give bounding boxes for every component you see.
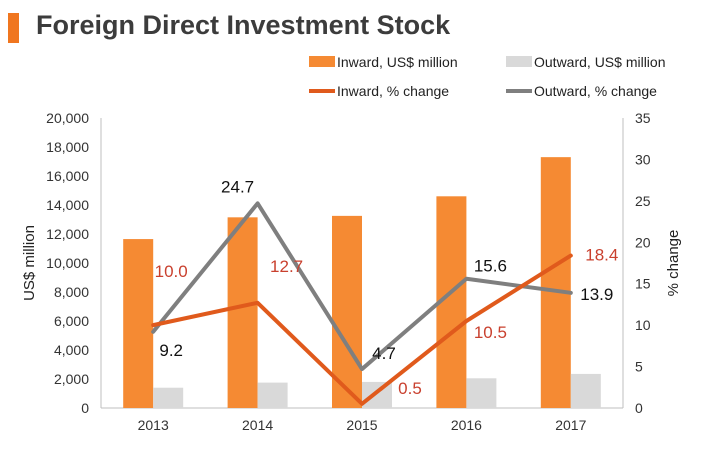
- bar-outward-2017: [570, 373, 601, 408]
- legend-swatch-inward-us-million: [309, 56, 335, 67]
- lines: [151, 201, 573, 406]
- y-tick-label: 10,000: [46, 255, 89, 271]
- legend-label-inward-us-million: Inward, US$ million: [337, 54, 458, 70]
- title-accent-bar: [8, 13, 19, 43]
- label-inward-pct-2015: 0.5: [398, 379, 422, 398]
- label-outward-pct-2015: 4.7: [372, 344, 396, 363]
- bar-inward-2017: [540, 157, 571, 408]
- y-tick-label: 6,000: [54, 313, 89, 329]
- label-outward-pct-2017: 13.9: [580, 285, 613, 304]
- y-tick-label: 18,000: [46, 139, 89, 155]
- axes: 0 2,000 4,000 6,000 8,000 10,000 12,000 14,000 1…: [21, 110, 682, 433]
- y2-tick-label: 20: [635, 234, 651, 250]
- bar-outward-2014: [257, 382, 288, 408]
- data-labels: 10.0 12.7 0.5 10.5 18.4 9.2 24.7 4.7 15.6 13.9: [155, 177, 619, 398]
- y-tick-label: 2,000: [54, 371, 89, 387]
- label-outward-pct-2016: 15.6: [474, 257, 507, 276]
- y-tick-label: 14,000: [46, 197, 89, 213]
- legend-label-inward-change: Inward, % change: [337, 83, 449, 99]
- x-tick-label: 2017: [555, 417, 586, 433]
- legend-swatch-outward-us-million: [506, 56, 532, 67]
- y2-tick-label: 35: [635, 110, 651, 126]
- y-axis-title: US$ million: [21, 225, 38, 301]
- label-inward-pct-2013: 10.0: [155, 262, 188, 281]
- label-outward-pct-2014: 24.7: [221, 177, 254, 196]
- chart-title: Foreign Direct Investment Stock: [36, 10, 451, 40]
- label-inward-pct-2014: 12.7: [270, 257, 303, 276]
- legend: Inward, US$ million Outward, US$ million I…: [309, 54, 666, 99]
- y-tick-label: 4,000: [54, 342, 89, 358]
- bar-outward-2013: [153, 387, 184, 408]
- line-outward-pct-change: [151, 201, 573, 372]
- label-inward-pct-2017: 18.4: [585, 246, 618, 265]
- legend-label-outward-change: Outward, % change: [534, 83, 657, 99]
- x-tick-label: 2013: [138, 417, 169, 433]
- label-outward-pct-2013: 9.2: [159, 341, 183, 360]
- legend-label-outward-us-million: Outward, US$ million: [534, 54, 666, 70]
- bar-inward-2015: [332, 215, 362, 408]
- bar-outward-2016: [466, 378, 497, 408]
- y2-tick-label: 30: [635, 151, 651, 167]
- bar-inward-2013: [123, 239, 154, 408]
- y-tick-label: 16,000: [46, 168, 89, 184]
- y-tick-label: 12,000: [46, 226, 89, 242]
- y2-tick-label: 25: [635, 193, 651, 209]
- y2-tick-label: 10: [635, 317, 651, 333]
- x-tick-label: 2015: [346, 417, 377, 433]
- x-tick-label: 2014: [242, 417, 273, 433]
- label-inward-pct-2016: 10.5: [474, 323, 507, 342]
- y-tick-label: 8,000: [54, 284, 89, 300]
- y2-axis-title: % change: [665, 230, 682, 297]
- y2-tick-label: 5: [635, 359, 643, 375]
- line-inward-pct-change: [151, 253, 573, 406]
- y2-tick-label: 15: [635, 276, 651, 292]
- x-tick-label: 2016: [451, 417, 482, 433]
- bar-inward-2014: [227, 217, 258, 408]
- y-tick-label: 20,000: [46, 110, 89, 126]
- y-tick-label: 0: [81, 400, 89, 416]
- y2-tick-label: 0: [635, 400, 643, 416]
